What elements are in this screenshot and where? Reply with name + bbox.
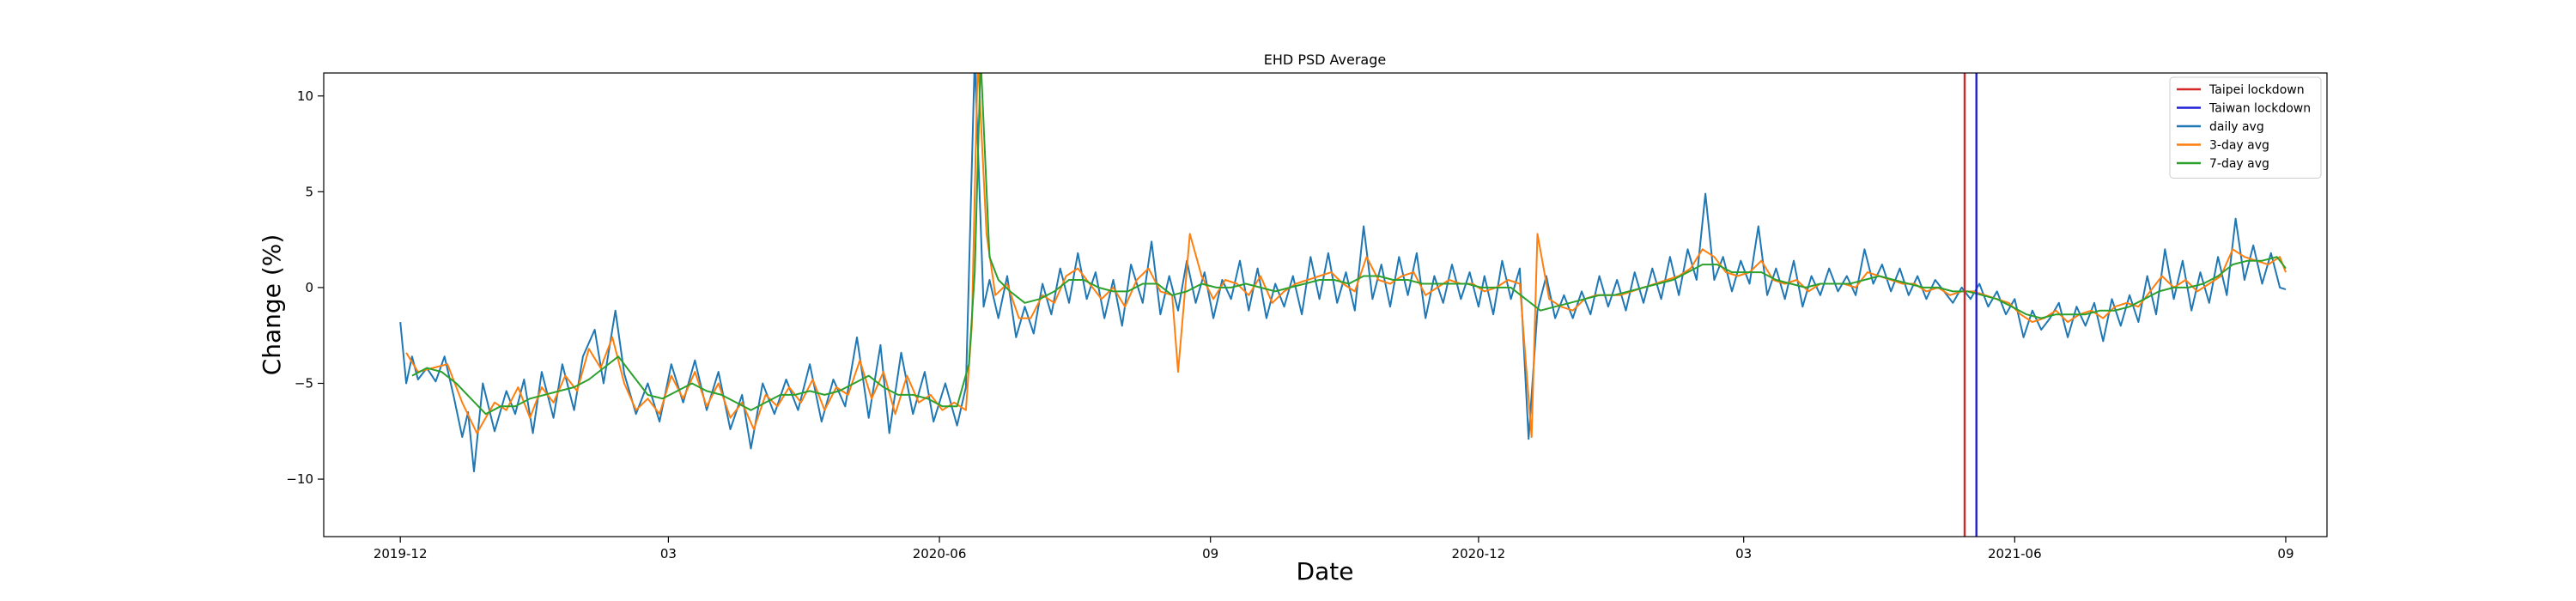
legend-label-7-day-avg: 7-day avg: [2209, 157, 2269, 171]
series-line-3-day-avg: [405, 73, 2287, 438]
axis-layer: −10 −5 0 5 10 2019-12 03 2020-06 09 2020-12 03 2021…: [286, 88, 2293, 562]
series-layer: [399, 73, 2287, 473]
legend: Taipei lockdown Taiwan lockdown daily avg 3…: [2169, 76, 2322, 179]
y-axis-title: Change (%): [258, 234, 286, 376]
legend-box: [2169, 76, 2322, 179]
x-tick-label: 09: [2277, 546, 2293, 562]
y-tick-label: 10: [297, 88, 313, 104]
plot-area-frame: [323, 72, 2328, 537]
y-tick-label: 5: [305, 184, 313, 199]
legend-label-daily-avg: daily avg: [2209, 120, 2264, 134]
legend-label-3-day-avg: 3-day avg: [2209, 139, 2269, 153]
legend-label-taiwan-lockdown: Taiwan lockdown: [2208, 102, 2311, 116]
x-tick-label: 2020-12: [1452, 546, 1506, 562]
y-tick-label: 0: [305, 280, 313, 295]
y-tick-label: −10: [286, 471, 313, 487]
x-tick-label: 2020-06: [913, 546, 967, 562]
series-line-7-day-avg: [411, 73, 2287, 416]
x-tick-label: 09: [1202, 546, 1218, 562]
x-axis-title: Date: [1297, 557, 1354, 586]
x-tick-label: 2019-12: [374, 546, 428, 562]
chart-title: EHD PSD Average: [1264, 52, 1386, 68]
y-tick-label: −5: [295, 375, 313, 391]
series-line-daily-avg: [399, 73, 2287, 473]
x-tick-label: 2021-06: [1988, 546, 2042, 562]
annotation-layer: [1963, 73, 1978, 537]
x-tick-label: 03: [1735, 546, 1752, 562]
x-tick-label: 03: [660, 546, 677, 562]
legend-label-taipei-lockdown: Taipei lockdown: [2208, 83, 2305, 97]
